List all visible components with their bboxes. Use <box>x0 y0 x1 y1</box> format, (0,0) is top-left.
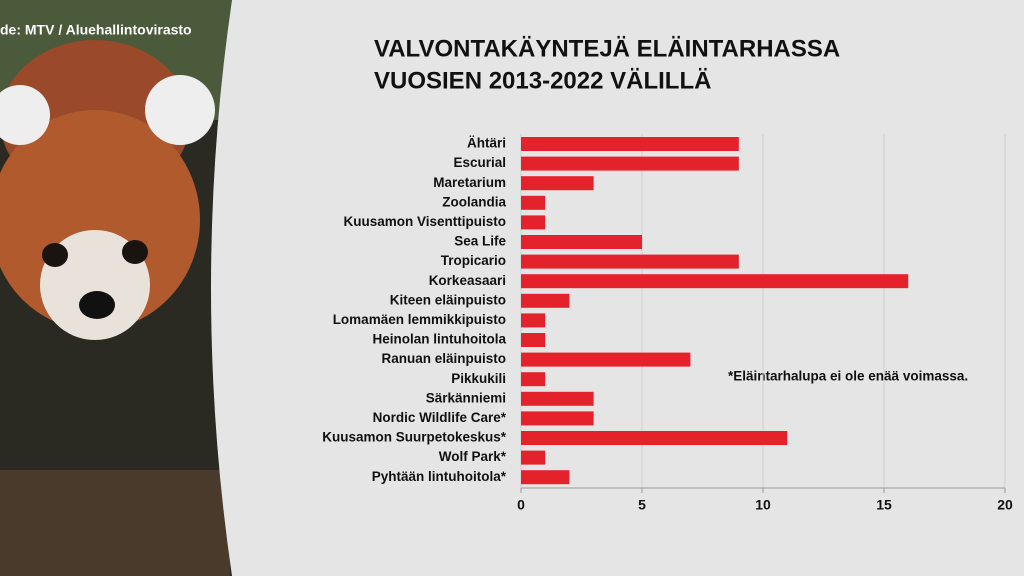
bar <box>521 313 546 328</box>
bar <box>521 450 546 465</box>
y-tick-label: Sea Life <box>454 234 506 249</box>
x-tick-label: 10 <box>755 497 771 513</box>
source: de: MTV / Aluehallintovirasto <box>0 22 192 38</box>
y-tick-label: Kuusamon Suurpetokeskus* <box>322 430 507 445</box>
y-tick-label: Särkänniemi <box>426 390 506 405</box>
y-tick-label: Tropicario <box>441 253 506 268</box>
y-tick-label: Wolf Park* <box>439 449 507 464</box>
bar <box>521 372 546 387</box>
y-tick-label: Heinolan lintuhoitola <box>373 332 507 347</box>
bar <box>521 176 594 191</box>
bar <box>521 352 691 367</box>
bar <box>521 235 642 249</box>
y-tick-label: Escurial <box>453 155 506 170</box>
y-tick-label: Ähtäri <box>467 136 506 151</box>
y-tick-label: Zoolandia <box>442 194 506 209</box>
chart-title: VALVONTAKÄYNTEJÄ ELÄINTARHASSA <box>374 35 840 62</box>
y-tick-label: Ranuan eläinpuisto <box>381 351 506 366</box>
y-tick-label: Pikkukili <box>451 371 506 386</box>
chart-title: VUOSIEN 2013-2022 VÄLILLÄ <box>374 67 711 94</box>
bar <box>521 156 739 171</box>
x-tick-label: 20 <box>997 497 1013 513</box>
bar <box>521 215 546 230</box>
annotation: *Eläintarhalupa ei ole enää voimassa. <box>728 369 968 384</box>
y-tick-label: Pyhtään lintuhoitola* <box>372 469 507 484</box>
bar <box>521 333 546 347</box>
bar <box>521 431 788 445</box>
bar <box>521 470 570 485</box>
bar <box>521 274 909 289</box>
y-tick-label: Korkeasaari <box>429 273 506 288</box>
y-tick-label: Lomamäen lemmikkipuisto <box>333 312 506 327</box>
bar <box>521 411 594 426</box>
x-tick-label: 5 <box>638 497 646 513</box>
bar <box>521 137 739 151</box>
bar <box>521 391 594 406</box>
bar <box>521 195 546 210</box>
y-tick-label: Kuusamon Visenttipuisto <box>343 214 506 229</box>
y-tick-label: Maretarium <box>433 175 506 190</box>
x-tick-label: 15 <box>876 497 892 513</box>
y-tick-label: Kiteen eläinpuisto <box>390 292 506 307</box>
bar <box>521 293 570 308</box>
bar <box>521 254 739 269</box>
x-tick-label: 0 <box>517 497 525 513</box>
y-tick-label: Nordic Wildlife Care* <box>373 410 507 425</box>
